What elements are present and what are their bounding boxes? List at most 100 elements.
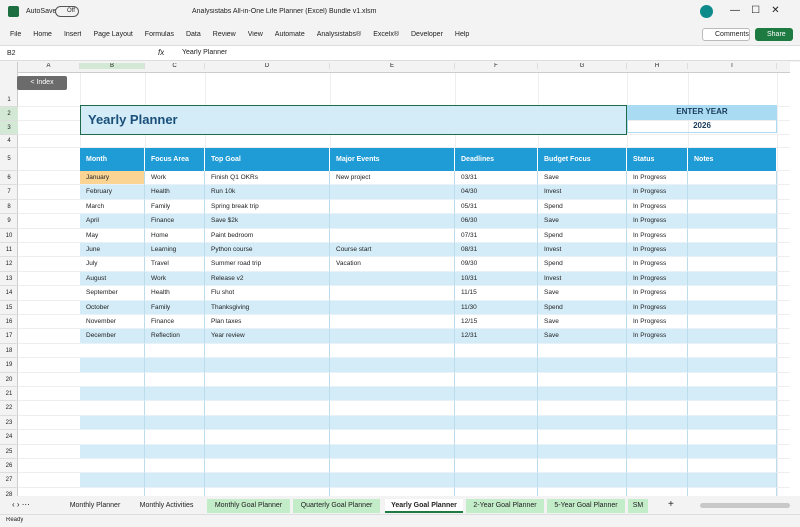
table-cell[interactable]: [145, 487, 205, 496]
table-cell[interactable]: [455, 430, 538, 445]
table-cell[interactable]: [455, 343, 538, 359]
table-cell[interactable]: [330, 214, 455, 229]
table-cell[interactable]: [145, 459, 205, 474]
table-cell[interactable]: [145, 372, 205, 387]
table-cell[interactable]: [627, 343, 688, 359]
table-cell[interactable]: [330, 387, 455, 402]
table-cell[interactable]: [205, 372, 330, 387]
table-cell[interactable]: [455, 444, 538, 459]
table-cell[interactable]: [688, 257, 777, 272]
h-scrollbar[interactable]: [700, 503, 790, 508]
table-cell[interactable]: [330, 459, 455, 474]
table-cell[interactable]: [688, 430, 777, 445]
column-header[interactable]: B: [80, 63, 145, 69]
table-cell[interactable]: [330, 199, 455, 215]
table-cell[interactable]: [330, 300, 455, 315]
table-cell[interactable]: Save: [538, 329, 627, 344]
table-cell[interactable]: [80, 473, 145, 488]
menu-item[interactable]: Automate: [274, 31, 305, 38]
menu-item[interactable]: Excelx®: [373, 31, 399, 38]
table-cell[interactable]: Save: [538, 214, 627, 229]
table-cell[interactable]: [688, 243, 777, 258]
sheet-tab[interactable]: Monthly Activities: [139, 502, 194, 509]
table-cell[interactable]: [330, 315, 455, 330]
table-cell[interactable]: In Progress: [627, 214, 688, 229]
table-cell[interactable]: [80, 415, 145, 431]
table-cell[interactable]: [538, 401, 627, 416]
table-cell[interactable]: [455, 358, 538, 373]
table-cell[interactable]: [330, 358, 455, 373]
table-cell[interactable]: [627, 430, 688, 445]
column-header[interactable]: I: [688, 63, 777, 69]
table-cell[interactable]: [688, 300, 777, 315]
table-cell[interactable]: [455, 401, 538, 416]
table-cell[interactable]: Health: [145, 185, 205, 200]
table-cell[interactable]: [80, 343, 145, 359]
menu-item[interactable]: Formulas: [144, 31, 174, 38]
table-cell[interactable]: [330, 372, 455, 387]
table-cell[interactable]: Invest: [538, 271, 627, 287]
table-cell[interactable]: March: [80, 199, 145, 215]
column-header[interactable]: A: [18, 63, 80, 69]
column-header[interactable]: G: [538, 63, 627, 69]
table-cell[interactable]: In Progress: [627, 228, 688, 243]
table-cell[interactable]: Python course: [205, 243, 330, 258]
table-cell[interactable]: [330, 343, 455, 359]
table-cell[interactable]: In Progress: [627, 257, 688, 272]
planner-title[interactable]: Yearly Planner: [80, 105, 627, 135]
table-cell[interactable]: [688, 444, 777, 459]
table-cell[interactable]: [538, 430, 627, 445]
menu-item[interactable]: Analysistabs®: [316, 31, 362, 38]
table-cell[interactable]: [688, 315, 777, 330]
table-cell[interactable]: [455, 473, 538, 488]
table-cell[interactable]: [80, 372, 145, 387]
table-cell[interactable]: [627, 358, 688, 373]
menu-item[interactable]: Review: [212, 31, 236, 38]
table-cell[interactable]: Course start: [330, 243, 455, 258]
table-cell[interactable]: [145, 473, 205, 488]
table-cell[interactable]: Save: [538, 286, 627, 301]
table-cell[interactable]: Travel: [145, 257, 205, 272]
table-cell[interactable]: [688, 228, 777, 243]
table-cell[interactable]: Spend: [538, 257, 627, 272]
table-cell[interactable]: [330, 185, 455, 200]
table-cell[interactable]: [688, 329, 777, 344]
table-cell[interactable]: Run 10k: [205, 185, 330, 200]
table-cell[interactable]: [688, 199, 777, 215]
table-cell[interactable]: [145, 430, 205, 445]
table-cell[interactable]: [80, 401, 145, 416]
table-cell[interactable]: Spring break trip: [205, 199, 330, 215]
table-cell[interactable]: December: [80, 329, 145, 344]
year-cell[interactable]: 2026: [627, 119, 777, 133]
column-header[interactable]: E: [330, 63, 455, 69]
table-cell[interactable]: 11/30: [455, 300, 538, 315]
formula-content[interactable]: Yearly Planner: [182, 49, 228, 56]
table-cell[interactable]: [688, 171, 777, 186]
table-cell[interactable]: Vacation: [330, 257, 455, 272]
table-cell[interactable]: [688, 214, 777, 229]
table-cell[interactable]: [330, 329, 455, 344]
table-cell[interactable]: [330, 271, 455, 287]
table-cell[interactable]: [688, 487, 777, 496]
table-cell[interactable]: Learning: [145, 243, 205, 258]
table-cell[interactable]: Invest: [538, 243, 627, 258]
table-cell[interactable]: New project: [330, 171, 455, 186]
table-cell[interactable]: [688, 459, 777, 474]
table-cell[interactable]: [205, 487, 330, 496]
table-cell[interactable]: [80, 358, 145, 373]
table-cell[interactable]: Finance: [145, 214, 205, 229]
table-cell[interactable]: [538, 372, 627, 387]
table-cell[interactable]: [330, 487, 455, 496]
table-cell[interactable]: [80, 459, 145, 474]
column-header[interactable]: H: [627, 63, 688, 69]
table-cell[interactable]: [145, 415, 205, 431]
table-cell[interactable]: [205, 459, 330, 474]
table-cell[interactable]: July: [80, 257, 145, 272]
table-cell[interactable]: [145, 358, 205, 373]
column-header[interactable]: C: [145, 63, 205, 69]
comments-button[interactable]: Comments: [702, 28, 750, 41]
table-cell[interactable]: [688, 185, 777, 200]
table-cell[interactable]: [688, 358, 777, 373]
table-cell[interactable]: October: [80, 300, 145, 315]
table-cell[interactable]: [205, 343, 330, 359]
